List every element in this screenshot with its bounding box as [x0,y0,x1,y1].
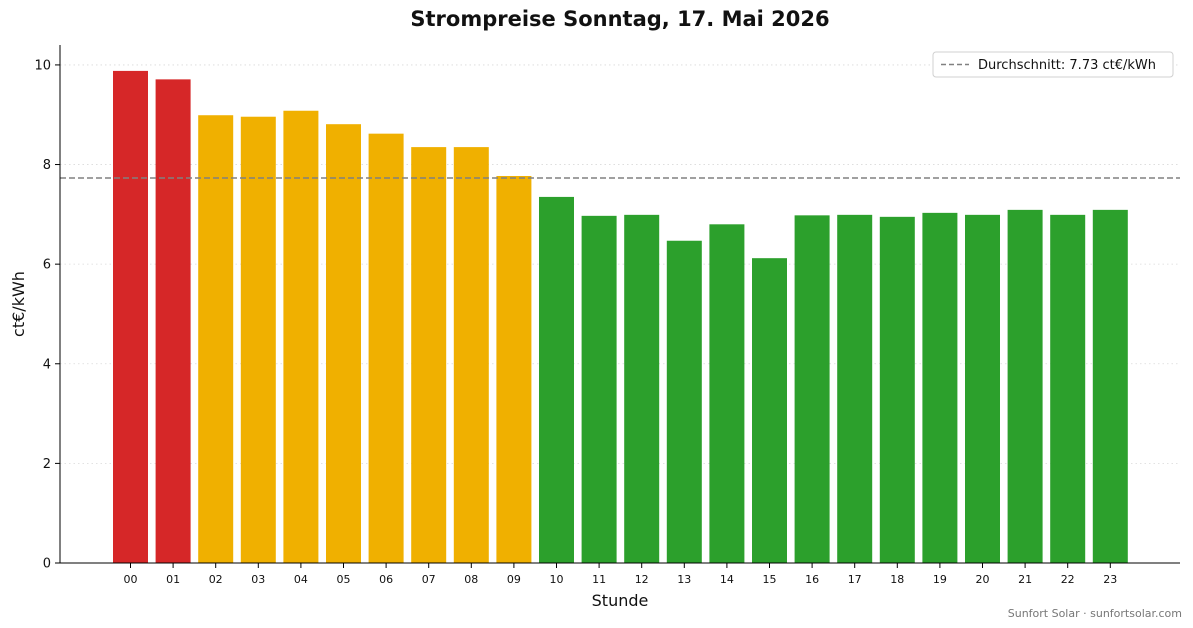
bar-hour-10 [539,196,574,564]
x-tick-label: 02 [209,573,223,586]
y-ticks: 0 2 4 6 8 10 [34,58,60,572]
bar-hour-17 [837,214,873,563]
x-tick-label: 13 [677,573,691,586]
x-tick-label: 21 [1018,573,1032,586]
bar-hour-12 [624,214,660,563]
bar-hour-18 [879,216,915,563]
bar-hour-23 [1092,209,1128,563]
x-tick-label: 10 [550,573,564,586]
bar-hour-16 [794,215,830,564]
bar-hour-22 [1050,214,1086,563]
x-tick-label: 18 [890,573,904,586]
bar-hour-09 [496,175,532,563]
x-tick-label: 17 [848,573,862,586]
legend: Durchschnitt: 7.73 ct€/kWh [932,51,1174,78]
y-tick-label: 6 [43,258,51,273]
x-tick-label: 01 [166,573,180,586]
legend-average-label: Durchschnitt: 7.73 ct€/kWh [978,58,1156,73]
x-tick-label: 03 [251,573,265,586]
bar-hour-04 [283,110,319,563]
y-tick-label: 8 [43,158,51,173]
bar-hour-05 [326,124,361,564]
bar-hour-11 [581,215,617,563]
bar-hour-06 [368,133,404,563]
x-ticks: 00 01 02 03 04 05 06 07 08 09 10 11 12 13 14 15 16 17 18 19… [124,563,1117,586]
y-axis-label: ct€/kWh [9,271,28,337]
x-tick-label: 16 [805,573,819,586]
x-tick-label: 09 [507,573,521,586]
x-tick-label: 22 [1061,573,1075,586]
bar-hour-02 [198,115,234,563]
bar-hour-07 [411,147,447,563]
bar-hour-01 [155,79,191,563]
bar-hour-13 [666,240,702,563]
x-tick-label: 00 [124,573,138,586]
x-tick-label: 14 [720,573,734,586]
x-axis-label: Stunde [592,591,649,610]
bar-hour-19 [922,212,958,563]
x-tick-label: 04 [294,573,308,586]
x-tick-label: 12 [635,573,649,586]
x-tick-label: 20 [976,573,990,586]
y-tick-label: 10 [34,58,51,73]
bar-hour-20 [965,214,1000,563]
bar-hour-08 [453,147,489,563]
chart-title: Strompreise Sonntag, 17. Mai 2026 [410,7,829,31]
bar-hour-15 [752,258,787,563]
bars [113,70,1128,564]
bar-hour-14 [709,224,745,564]
x-tick-label: 11 [592,573,606,586]
bar-hour-00 [113,70,148,564]
x-tick-label: 19 [933,573,947,586]
x-tick-label: 06 [379,573,393,586]
x-tick-label: 05 [337,573,351,586]
x-tick-label: 08 [464,573,478,586]
x-tick-label: 07 [422,573,436,586]
footer-credit: Sunfort Solar · sunfortsolar.com [1008,607,1182,620]
x-tick-label: 15 [763,573,777,586]
y-tick-label: 2 [43,457,51,472]
x-tick-label: 23 [1103,573,1117,586]
y-tick-label: 4 [43,357,51,372]
bar-hour-21 [1007,209,1043,563]
y-tick-label: 0 [43,557,51,572]
bar-hour-03 [240,116,276,563]
legend-box [932,51,1174,78]
